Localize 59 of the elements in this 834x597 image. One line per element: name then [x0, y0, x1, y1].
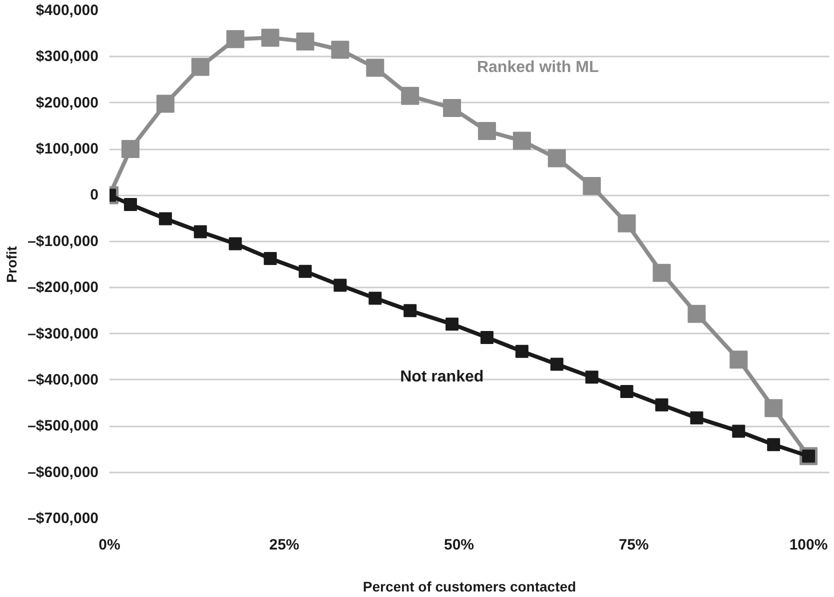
- y-axis-title: Profit: [4, 246, 20, 283]
- point: [296, 32, 314, 50]
- point: [368, 292, 382, 305]
- point: [730, 350, 748, 369]
- point: [690, 411, 704, 424]
- point: [688, 304, 706, 323]
- point: [652, 264, 671, 282]
- y-tick-label: $100,000: [36, 140, 99, 158]
- point: [194, 225, 207, 238]
- x-axis-title: Percent of customers contacted: [362, 578, 576, 594]
- point: [404, 304, 417, 318]
- y-tick-label: –$700,000: [28, 510, 98, 527]
- x-tick-label: 50%: [444, 536, 474, 554]
- point: [512, 132, 531, 150]
- point: [298, 264, 312, 278]
- point: [618, 214, 636, 232]
- point: [480, 330, 494, 344]
- point: [156, 94, 174, 113]
- point: [767, 438, 780, 452]
- point: [585, 370, 598, 384]
- point: [228, 237, 242, 250]
- point: [582, 176, 601, 195]
- y-tick-label: $400,000: [36, 2, 99, 19]
- y-tick-label: –$400,000: [28, 371, 98, 388]
- y-tick-label: $300,000: [36, 48, 99, 66]
- point: [515, 344, 528, 358]
- x-tick-label: 0%: [98, 536, 120, 554]
- point: [764, 399, 783, 418]
- point: [655, 398, 668, 412]
- point: [620, 385, 634, 398]
- point: [331, 40, 350, 59]
- point: [191, 58, 210, 76]
- point: [334, 278, 347, 292]
- point: [261, 28, 280, 47]
- point: [264, 252, 277, 265]
- point: [478, 122, 496, 140]
- series-label: Not ranked: [400, 368, 484, 386]
- point: [158, 212, 172, 226]
- y-tick-label: –$600,000: [28, 464, 98, 481]
- point: [550, 358, 564, 371]
- series-label: Ranked with ML: [476, 59, 599, 76]
- point: [226, 30, 244, 48]
- y-tick-label: 0: [90, 186, 98, 204]
- point: [443, 98, 462, 117]
- point: [121, 140, 140, 158]
- point: [446, 318, 459, 331]
- x-tick-label: 25%: [269, 536, 300, 554]
- y-tick-label: –$100,000: [28, 232, 98, 250]
- x-tick-label: 75%: [618, 536, 649, 554]
- y-tick-label: $200,000: [36, 94, 99, 112]
- point: [732, 424, 746, 438]
- x-tick-label: 100%: [789, 536, 828, 554]
- point: [401, 86, 420, 105]
- y-tick-label: –$200,000: [28, 279, 98, 296]
- point: [548, 149, 566, 168]
- point: [366, 58, 384, 77]
- y-tick-label: –$300,000: [28, 325, 98, 342]
- y-tick-label: –$500,000: [28, 418, 98, 435]
- point: [124, 198, 137, 211]
